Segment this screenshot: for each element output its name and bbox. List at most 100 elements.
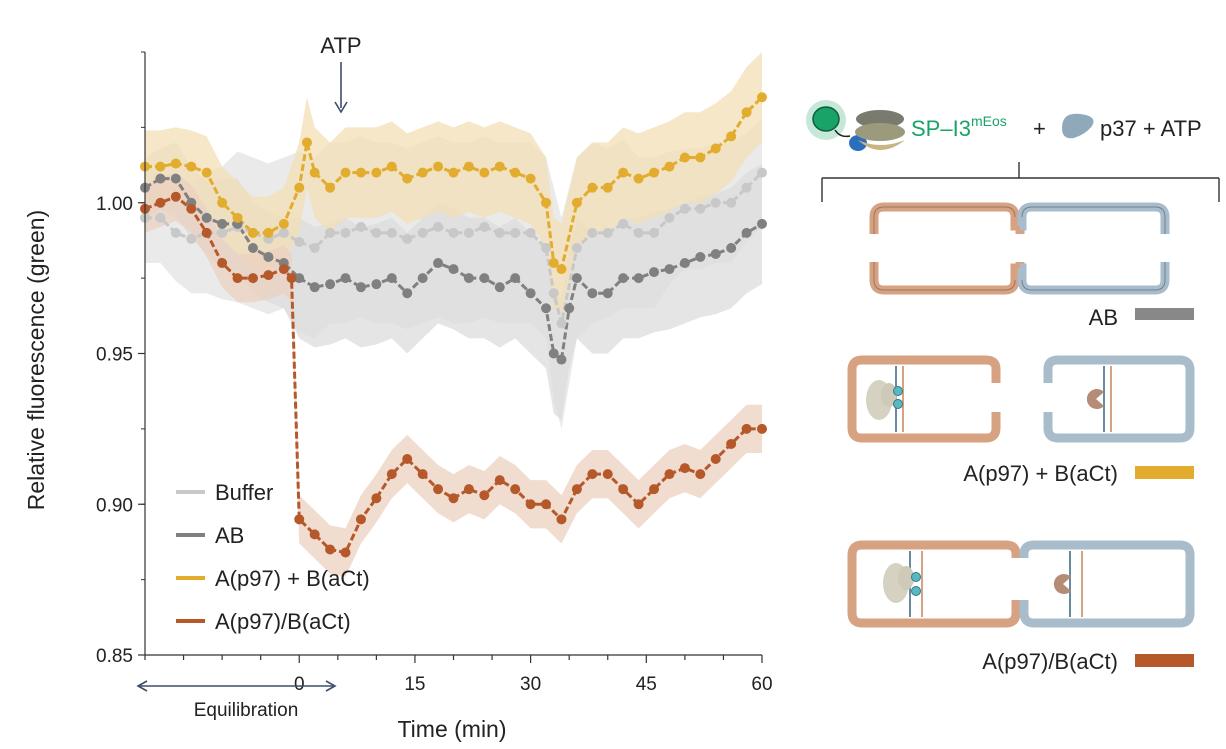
series-1-point — [448, 264, 459, 275]
series-3-point — [217, 258, 228, 269]
series-0-point — [741, 182, 752, 193]
series-0-point — [494, 227, 505, 238]
series-2-point — [695, 152, 706, 163]
series-2-point — [278, 218, 289, 229]
y-tick-label: 0.90 — [96, 495, 133, 516]
y-tick-label: 0.95 — [96, 345, 133, 366]
series-2-point — [679, 152, 690, 163]
legend-label: AB — [215, 523, 244, 548]
linker-icon — [834, 129, 851, 138]
series-2-point — [710, 143, 721, 154]
series-2-point — [232, 212, 243, 223]
series-1-point — [664, 264, 675, 275]
fused-vesicles-ab — [869, 202, 1170, 295]
series-2-point — [649, 167, 660, 178]
series-0-point — [679, 203, 690, 214]
series-3-point — [695, 469, 706, 480]
series-3-point — [710, 454, 721, 465]
series-0-point — [556, 318, 567, 329]
series-3-point — [417, 469, 428, 480]
series-2-point — [170, 158, 181, 169]
plot-area — [140, 52, 767, 577]
condition-swatch-a-plus-b — [1135, 466, 1194, 479]
x-ticks: 0 15 30 45 60 — [144, 655, 773, 695]
series-2-point — [417, 167, 428, 178]
series-1-point — [556, 354, 567, 365]
series-0-point — [309, 242, 320, 253]
equilibration-arrow-right-icon — [325, 680, 337, 692]
series-3-point — [325, 544, 336, 555]
series-2-point — [602, 182, 613, 193]
series-1-point — [386, 273, 397, 284]
series-0-point — [294, 236, 305, 247]
series-3-point — [494, 475, 505, 486]
series-2-point — [741, 107, 752, 118]
substrate-mid-icon — [855, 123, 905, 141]
vesicle-b-icon — [1043, 355, 1195, 443]
teal-ball-2-icon — [893, 399, 903, 409]
series-1-point — [564, 303, 575, 314]
series-2-point — [510, 167, 521, 178]
series-1-point — [417, 273, 428, 284]
vesicle-b-icon — [1019, 540, 1195, 628]
series-3-point — [294, 514, 305, 525]
series-3-point — [155, 197, 166, 208]
series-2-point — [541, 197, 552, 208]
series-1-band — [145, 142, 762, 420]
series-3-point — [186, 203, 197, 214]
x-tick-label: 45 — [636, 674, 657, 695]
header-plus: + — [1033, 116, 1046, 141]
vesicle-a-icon — [847, 355, 1001, 443]
series-1-point — [510, 273, 521, 284]
series-0-point — [710, 197, 721, 208]
series-3-point — [278, 264, 289, 275]
series-2-point — [479, 167, 490, 178]
legend-label: Buffer — [215, 480, 273, 505]
p97-complex-2-icon — [898, 566, 914, 590]
series-2-point — [340, 167, 351, 178]
series-1-point — [757, 218, 767, 229]
condition-swatch-ab — [1135, 308, 1194, 320]
vesicle-a-icon — [869, 202, 1025, 234]
series-3-point — [741, 423, 752, 434]
series-2-point — [402, 173, 413, 184]
series-1-point — [541, 303, 552, 314]
series-2-band — [145, 52, 762, 315]
series-3-point — [309, 529, 320, 540]
series-0-point — [186, 233, 197, 244]
vesicle-a-icon — [847, 540, 1021, 628]
series-1-point — [571, 273, 582, 284]
series-2-point — [618, 167, 629, 178]
series-0-point — [649, 227, 660, 238]
series-2-point — [186, 161, 197, 172]
series-2-point — [301, 137, 312, 148]
p97-complex-2-icon — [881, 383, 897, 407]
substrate-bottom-icon — [858, 140, 905, 150]
series-0-point — [757, 167, 767, 178]
series-0-point — [371, 227, 382, 238]
series-3-point — [479, 490, 490, 501]
teal-ball-1-icon — [893, 386, 903, 396]
series-0-point — [726, 197, 737, 208]
equilibration-label: Equilibration — [194, 700, 299, 721]
series-1-point — [695, 252, 706, 263]
series-1-point — [325, 279, 336, 290]
series-2-point — [757, 92, 767, 103]
series-0-point — [479, 221, 490, 232]
series-2-point — [386, 161, 397, 172]
series-3-point — [726, 438, 737, 449]
series-1-point — [217, 218, 228, 229]
pacman-protein-icon — [1053, 574, 1071, 595]
series-0-point — [217, 227, 228, 238]
series-1-point — [649, 267, 660, 278]
series-0-point — [417, 227, 428, 238]
series-2-point — [448, 167, 459, 178]
series-0-point — [602, 227, 613, 238]
series-0-point — [278, 227, 289, 238]
vesicle-a-lower-icon — [869, 262, 1025, 295]
series-0-point — [325, 227, 336, 238]
series-0-point — [155, 212, 166, 223]
series-2-point — [309, 167, 320, 178]
series-3-point — [510, 484, 521, 495]
series-0-point — [355, 221, 366, 232]
